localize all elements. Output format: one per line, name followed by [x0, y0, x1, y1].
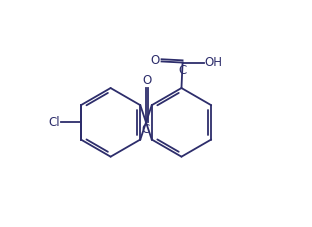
- Text: C: C: [178, 64, 187, 77]
- Text: C: C: [142, 123, 150, 136]
- Text: O: O: [150, 54, 160, 67]
- Text: Cl: Cl: [48, 116, 60, 129]
- Text: O: O: [143, 74, 152, 87]
- Text: OH: OH: [205, 56, 223, 69]
